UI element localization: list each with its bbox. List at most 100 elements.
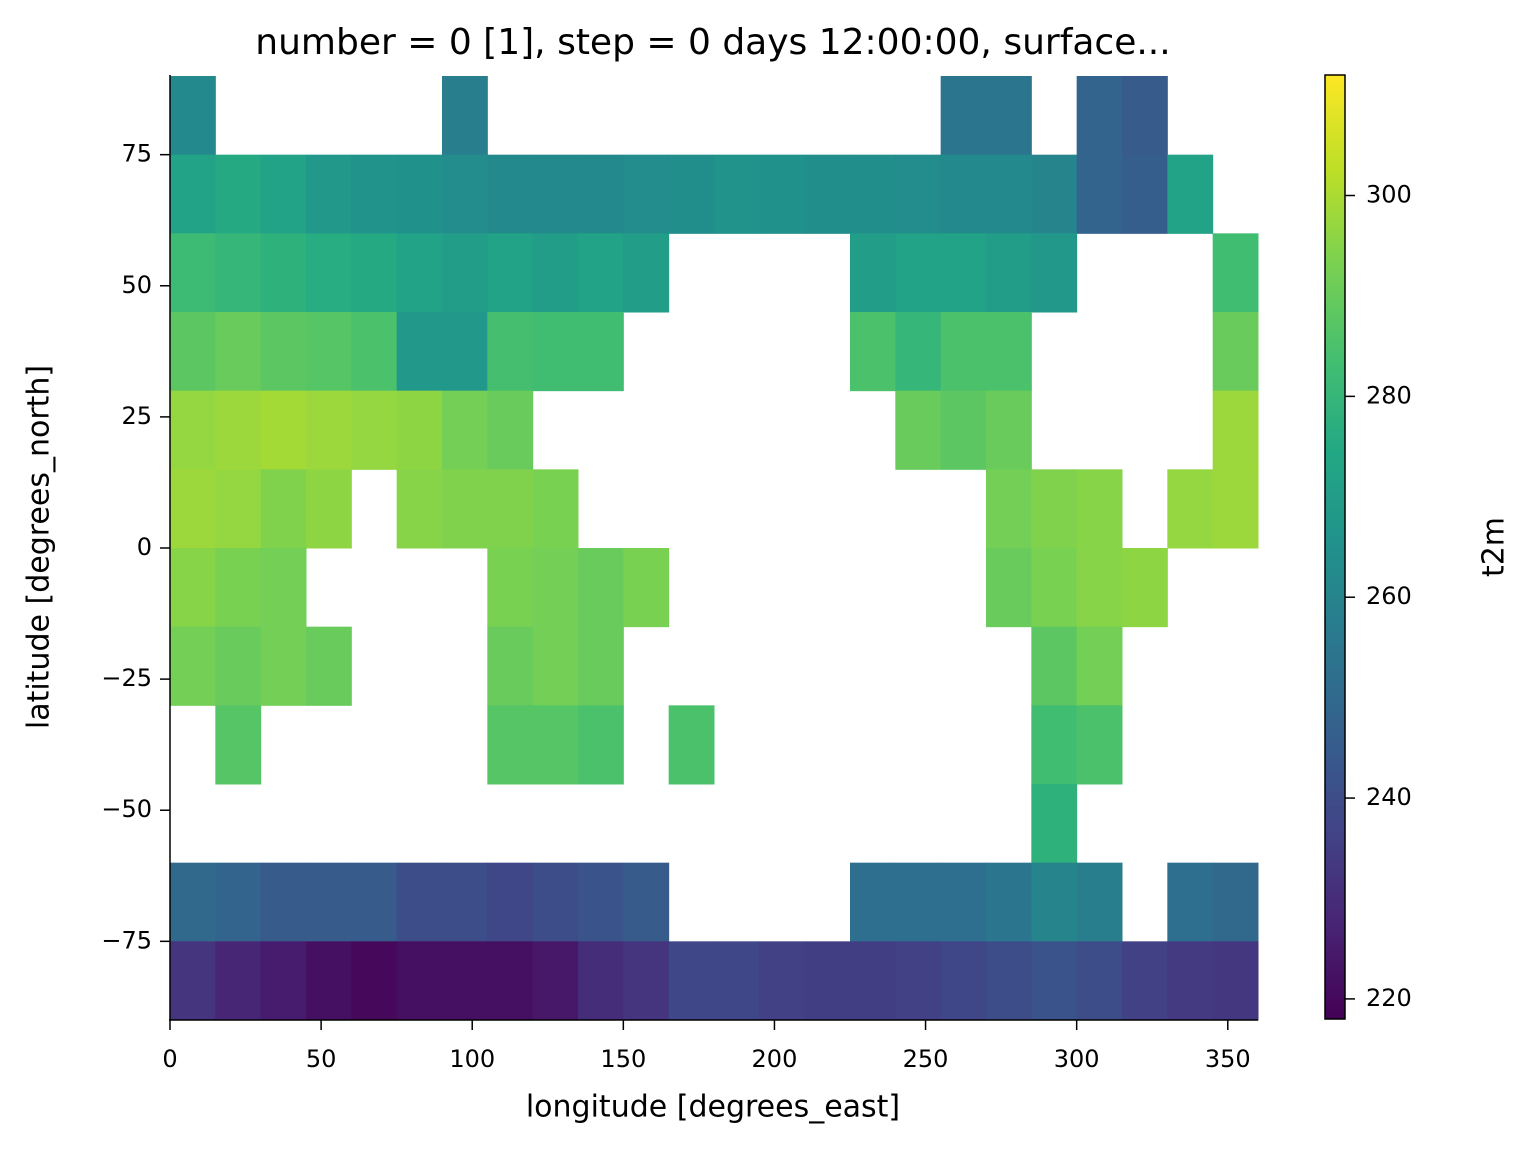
heatmap-cell [532, 312, 579, 392]
colorbar-tick-label: 220 [1366, 984, 1412, 1012]
heatmap-cell [532, 154, 579, 234]
heatmap-cell [306, 312, 352, 392]
heatmap-cell [623, 862, 670, 942]
chart-title: number = 0 [1], step = 0 days 12:00:00, … [255, 22, 1170, 63]
heatmap-cell [351, 862, 398, 942]
heatmap-cell [578, 862, 624, 942]
heatmap-cell [1076, 626, 1123, 706]
heatmap-cell [1167, 469, 1214, 549]
heatmap-cell [895, 233, 942, 313]
heatmap-cell [170, 548, 216, 628]
heatmap-cell [532, 941, 579, 1021]
heatmap-cell [532, 469, 579, 549]
x-tick-label: 0 [162, 1045, 177, 1073]
heatmap-cell [170, 154, 216, 234]
x-tick-label: 250 [903, 1045, 949, 1073]
y-tick-label: −25 [101, 664, 152, 692]
heatmap-cell [306, 941, 352, 1021]
heatmap-cell [850, 862, 896, 942]
y-tick-label: −50 [101, 795, 152, 823]
heatmap-cell [895, 312, 942, 392]
heatmap-cell [1076, 469, 1123, 549]
heatmap-cell [351, 154, 398, 234]
heatmap-cell [442, 76, 488, 156]
heatmap-cell [215, 233, 262, 313]
colorbar-tick-label: 240 [1366, 783, 1412, 811]
heatmap-cell [940, 941, 987, 1021]
heatmap-cell [306, 390, 352, 470]
heatmap-cell [215, 390, 262, 470]
heatmap-cell [351, 941, 398, 1021]
heatmap-cell [487, 469, 534, 549]
heatmap-cell [260, 941, 307, 1021]
x-tick-label: 200 [752, 1045, 798, 1073]
heatmap-cell [215, 312, 262, 392]
heatmap-cell [714, 154, 760, 234]
heatmap-cell [1031, 784, 1078, 864]
heatmap-cell [759, 154, 806, 234]
heatmap-cell [578, 941, 624, 1021]
heatmap-cell [215, 705, 262, 785]
x-tick-label: 50 [306, 1045, 337, 1073]
heatmap-cell [986, 312, 1032, 392]
heatmap-cell [532, 548, 579, 628]
heatmap-cell [215, 626, 262, 706]
heatmap-cell [487, 548, 534, 628]
heatmap-cell [306, 469, 352, 549]
heatmap-cell [487, 154, 534, 234]
y-tick-label: 75 [121, 140, 152, 168]
heatmap-cell [487, 312, 534, 392]
heatmap-cell [1031, 154, 1078, 234]
heatmap-cell [986, 862, 1032, 942]
heatmap-cell [170, 941, 216, 1021]
heatmap-cell [306, 233, 352, 313]
heatmap-cell [578, 548, 624, 628]
heatmap-cell [1212, 233, 1259, 313]
heatmap-cell [396, 312, 443, 392]
heatmap-cell [1076, 548, 1123, 628]
heatmap-cell [442, 233, 488, 313]
heatmap-cell [1031, 862, 1078, 942]
heatmap-cell [170, 469, 216, 549]
heatmap-cell [396, 941, 443, 1021]
heatmap-cell [1031, 941, 1078, 1021]
heatmap-cell [487, 626, 534, 706]
colorbar-tick-label: 260 [1366, 582, 1412, 610]
heatmap-cell [986, 233, 1032, 313]
heatmap-cell [850, 154, 896, 234]
heatmap-cell [1076, 941, 1123, 1021]
heatmap-cell [986, 154, 1032, 234]
heatmap-cell [940, 312, 987, 392]
heatmap-cell [260, 390, 307, 470]
heatmap-cell [668, 941, 715, 1021]
heatmap-cell [532, 705, 579, 785]
heatmap-cell [442, 154, 488, 234]
heatmap-cell [1076, 862, 1123, 942]
heatmap-cell [170, 390, 216, 470]
heatmap-cell [940, 390, 987, 470]
heatmap-cell [623, 154, 670, 234]
heatmap-cell [1031, 705, 1078, 785]
heatmap-cell [759, 941, 806, 1021]
y-tick-label: 50 [121, 271, 152, 299]
colorbar-label: t2m [1477, 517, 1512, 577]
heatmap-cell [306, 862, 352, 942]
heatmap-cell [351, 390, 398, 470]
heatmap-cell [895, 862, 942, 942]
heatmap-cell [578, 154, 624, 234]
heatmap-cells [170, 76, 1259, 1021]
heatmap-cell [986, 941, 1032, 1021]
y-axis-label: latitude [degrees_north] [22, 365, 57, 729]
heatmap-cell [442, 390, 488, 470]
heatmap-cell [850, 312, 896, 392]
heatmap-cell [1031, 233, 1078, 313]
heatmap-cell [1076, 154, 1123, 234]
x-axis-label: longitude [degrees_east] [526, 1090, 900, 1125]
heatmap-cell [260, 548, 307, 628]
heatmap-cell [306, 626, 352, 706]
heatmap-cell [215, 154, 262, 234]
heatmap-cell [578, 312, 624, 392]
heatmap-cell [850, 941, 896, 1021]
heatmap-cell [578, 626, 624, 706]
